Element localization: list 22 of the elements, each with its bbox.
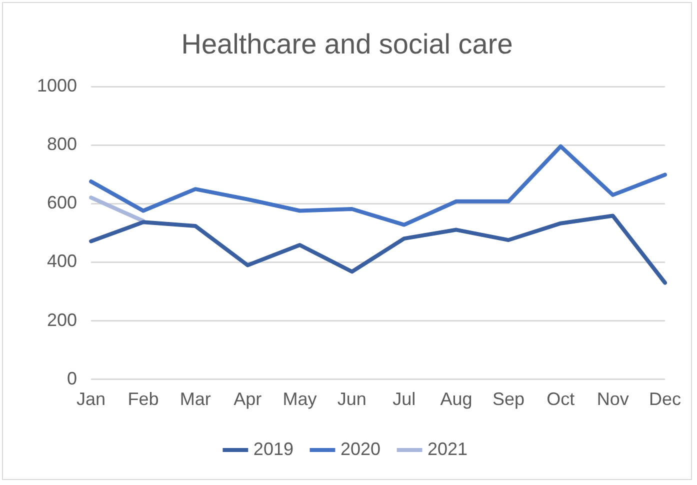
- legend-label: 2020: [340, 438, 381, 459]
- x-tick-label: Feb: [128, 389, 159, 410]
- x-tick-label: Mar: [180, 389, 211, 410]
- x-tick-label: Sep: [492, 389, 524, 410]
- x-tick-label: May: [282, 389, 317, 410]
- x-tick-label: Jul: [392, 389, 416, 410]
- x-tick-label: Apr: [234, 389, 262, 410]
- x-tick-label: Aug: [440, 389, 472, 410]
- legend-label: 2019: [253, 438, 294, 459]
- x-tick-label: Nov: [596, 389, 629, 410]
- y-tick-label: 1000: [36, 76, 78, 96]
- chart-title: Healthcare and social care: [181, 28, 513, 60]
- x-tick-label: Dec: [648, 389, 682, 410]
- legend-label: 2021: [428, 438, 468, 459]
- x-tick-label: Oct: [546, 389, 575, 410]
- y-tick-label: 600: [46, 192, 78, 213]
- y-tick-label: 0: [67, 368, 78, 388]
- y-tick-label: 200: [46, 310, 78, 330]
- y-tick-label: 400: [46, 251, 78, 272]
- y-tick-label: 800: [46, 134, 78, 154]
- x-tick-label: Jan: [76, 389, 106, 410]
- x-tick-label: Jun: [337, 389, 366, 410]
